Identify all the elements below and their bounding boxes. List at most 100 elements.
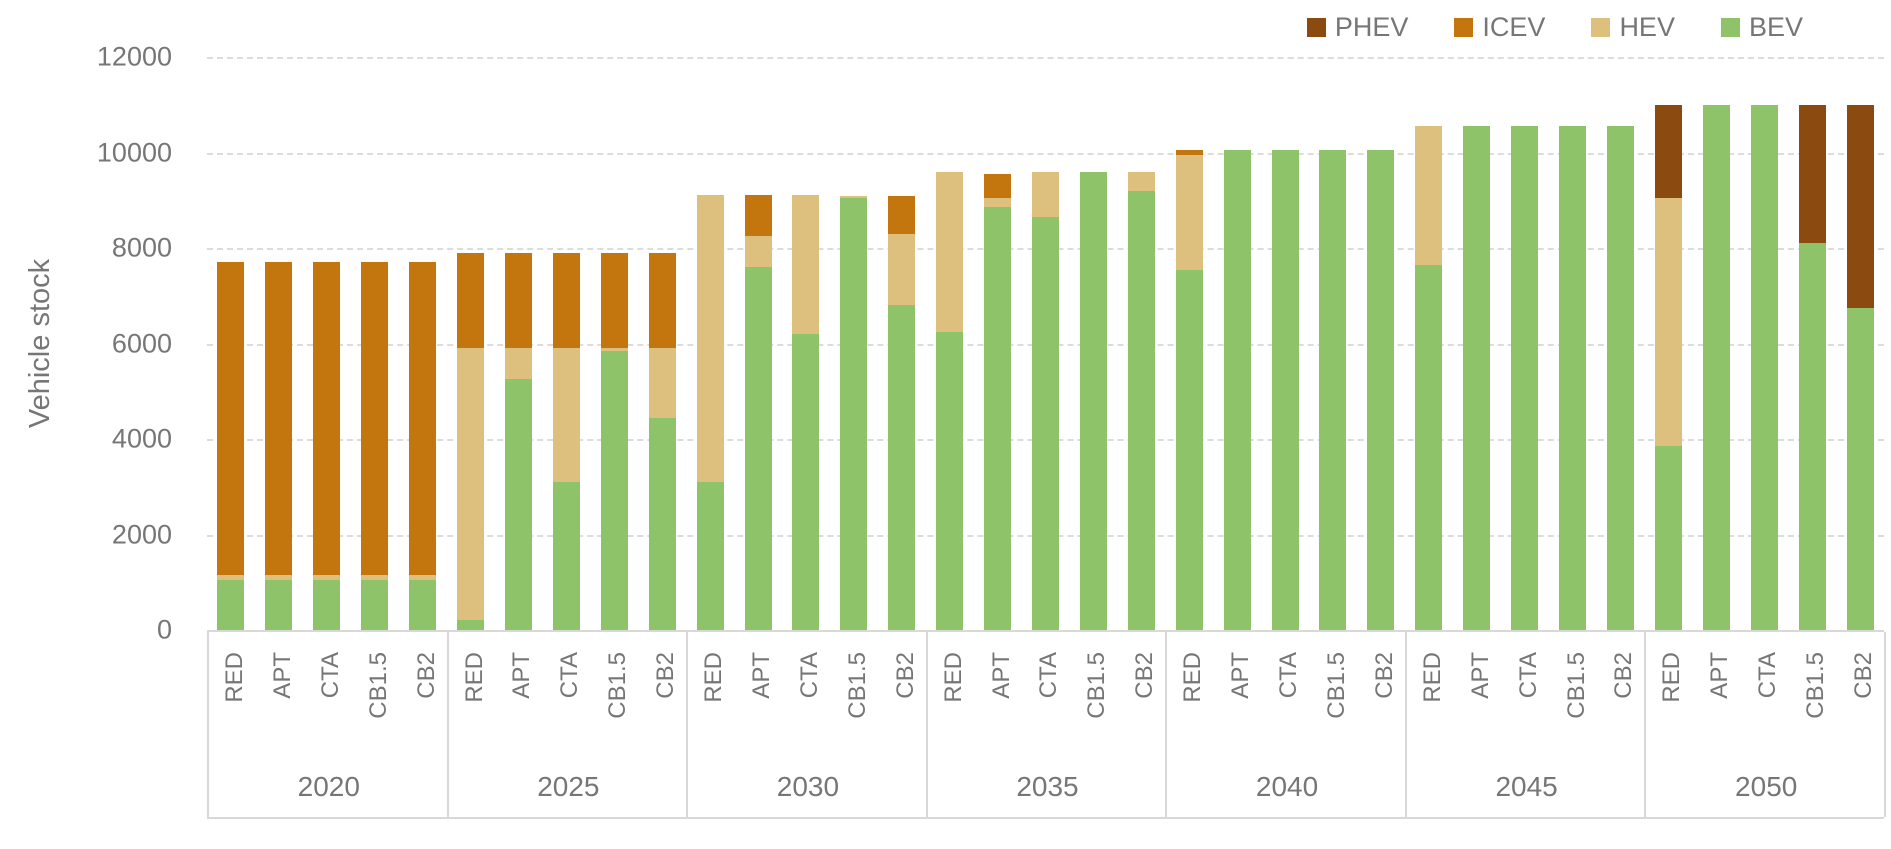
plot-area (207, 57, 1884, 630)
bar-2050-CTA (1750, 104, 1778, 630)
bar-2020-CB2 (409, 262, 437, 630)
bar-2030-CTA (792, 195, 820, 630)
bar-segment-BEV (504, 379, 532, 630)
bar-segment-ICEV (888, 195, 916, 234)
bar-2030-RED (696, 195, 724, 630)
bar-segment-BEV (1367, 150, 1395, 630)
year-label: 2040 (1255, 771, 1319, 802)
x-axis-label-box: 2020 RED APT CTA CB1.5 CB2 2025 RED APT CTA CB1.5 C… (207, 630, 1886, 819)
scenario-label-text: RED (939, 652, 967, 703)
bar-segment-ICEV (457, 252, 485, 349)
bar-segment-BEV (361, 579, 389, 630)
year-label: 2035 (1016, 771, 1079, 802)
x-group-cell-2045: 2045 RED APT CTA CB1.5 CB2 (1404, 632, 1647, 817)
bar-segment-HEV (744, 236, 772, 268)
bar-segment-BEV (1702, 104, 1730, 630)
bar-2035-CB2 (1127, 171, 1155, 630)
bar-segment-BEV (1175, 269, 1203, 630)
scenario-label-text: CB1.5 (1083, 652, 1111, 719)
bar-segment-ICEV (1175, 150, 1203, 155)
bar-segment-ICEV (648, 252, 676, 349)
bar-segment-BEV (888, 305, 916, 630)
y-tick-label: 4000 (111, 423, 172, 454)
bar-segment-ICEV (409, 262, 437, 576)
bar-segment-BEV (217, 579, 245, 630)
bar-2040-CB2 (1367, 150, 1395, 630)
bar-segment-BEV (744, 267, 772, 630)
bar-segment-HEV (840, 195, 868, 198)
bar-segment-BEV (984, 207, 1012, 630)
bar-2040-CTA (1271, 150, 1299, 630)
scenario-label-text: CB2 (891, 652, 919, 699)
bar-2045-APT (1463, 126, 1491, 630)
bar-segment-HEV (648, 348, 676, 418)
bar-segment-BEV (1415, 264, 1443, 630)
bar-segment-PHEV (1846, 104, 1874, 308)
y-tick-label: 8000 (111, 232, 172, 263)
bar-segment-BEV (1223, 150, 1251, 630)
bar-2030-CB1.5 (840, 195, 868, 630)
bar-segment-HEV (361, 575, 389, 580)
bar-segment-BEV (1463, 126, 1491, 630)
scenario-label-text: RED (1658, 652, 1686, 703)
legend-label: ICEV (1482, 12, 1546, 42)
gridline-12000 (207, 57, 1884, 59)
bar-segment-BEV (1846, 307, 1874, 630)
scenario-label-text: CB1.5 (1562, 652, 1590, 719)
bar-segment-BEV (313, 579, 341, 630)
bar-segment-BEV (1271, 150, 1299, 630)
bar-segment-BEV (1654, 446, 1682, 630)
scenario-label-text: APT (987, 652, 1015, 699)
bar-segment-BEV (840, 197, 868, 630)
bar-segment-ICEV (744, 195, 772, 237)
bar-segment-BEV (696, 481, 724, 630)
scenario-label-text: CB1.5 (1322, 652, 1350, 719)
scenario-label-text: CB2 (1370, 652, 1398, 699)
scenario-label-text: RED (1418, 652, 1446, 703)
bar-2050-RED (1654, 104, 1682, 630)
bar-segment-BEV (1032, 216, 1059, 630)
bar-2020-CTA (313, 262, 341, 630)
x-group-cell-2025: 2025 RED APT CTA CB1.5 CB2 (446, 632, 689, 817)
legend-item-PHEV: PHEV (1306, 12, 1409, 43)
bar-segment-BEV (1559, 126, 1587, 630)
bar-segment-HEV (696, 195, 724, 482)
bar-segment-BEV (792, 333, 820, 630)
bar-segment-BEV (1511, 126, 1539, 630)
bar-2035-CB1.5 (1079, 171, 1107, 630)
bar-segment-BEV (552, 481, 580, 630)
year-label: 2045 (1495, 771, 1558, 802)
scenario-label-text: CTA (795, 652, 823, 699)
bar-segment-BEV (1606, 126, 1634, 630)
bar-segment-BEV (409, 579, 437, 630)
scenario-label-text: RED (460, 652, 488, 703)
bar-segment-ICEV (504, 252, 532, 349)
bar-segment-HEV (792, 195, 820, 334)
bar-segment-HEV (984, 197, 1012, 208)
legend-label: BEV (1748, 12, 1803, 42)
bar-segment-BEV (1319, 150, 1347, 630)
legend-item-BEV: BEV (1720, 12, 1803, 43)
legend-item-ICEV: ICEV (1454, 12, 1545, 43)
bar-segment-ICEV (313, 262, 341, 576)
scenario-label-text: APT (508, 652, 536, 699)
x-axis-right-border (1884, 632, 1886, 817)
bar-2050-CB2 (1846, 104, 1874, 630)
bar-segment-BEV (265, 579, 293, 630)
bar-2020-RED (217, 262, 245, 630)
scenario-label-text: APT (1466, 652, 1494, 699)
bar-segment-BEV (648, 417, 676, 630)
bar-segment-BEV (1750, 104, 1778, 630)
legend-label: HEV (1619, 12, 1675, 42)
bar-segment-BEV (457, 620, 485, 630)
legend-label: PHEV (1334, 12, 1409, 42)
scenario-label-text: CB2 (1610, 652, 1638, 699)
bar-2025-CB2 (648, 252, 676, 630)
scenario-label-text: CB1.5 (364, 652, 392, 719)
year-label: 2025 (537, 771, 600, 802)
scenario-label-text: APT (1706, 652, 1734, 699)
scenario-label-text: CB2 (1131, 652, 1159, 699)
scenario-label-text: CB1.5 (843, 652, 871, 719)
x-group-cell-2040: 2040 RED APT CTA CB1.5 CB2 (1165, 632, 1407, 817)
scenario-label-text: APT (268, 652, 296, 699)
